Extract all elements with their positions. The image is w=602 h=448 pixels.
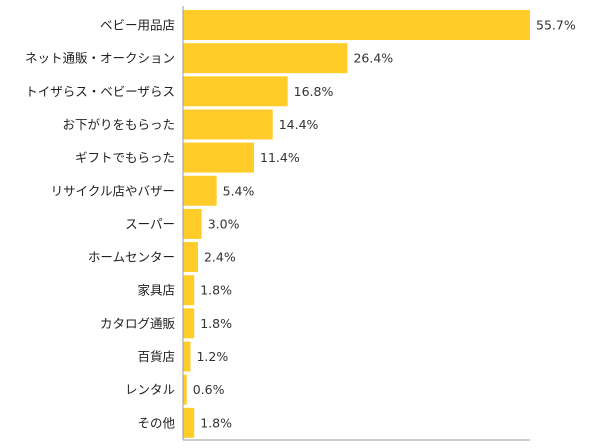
value-label-11: 0.6% — [193, 382, 225, 397]
category-label-12: その他 — [137, 415, 175, 430]
category-label-4: ギフトでもらった — [75, 150, 175, 165]
value-label-7: 2.4% — [204, 250, 236, 265]
category-label-3: お下がりをもらった — [62, 117, 175, 132]
bar-0 — [183, 10, 530, 40]
value-label-6: 3.0% — [208, 216, 240, 231]
bar-1 — [183, 43, 348, 74]
category-label-8: 家具店 — [137, 283, 175, 298]
value-label-3: 14.4% — [279, 117, 319, 132]
value-label-4: 11.4% — [260, 150, 300, 165]
bar-11 — [183, 374, 187, 405]
category-label-0: ベビー用品店 — [100, 18, 175, 33]
value-label-5: 5.4% — [223, 183, 255, 198]
bar-8 — [183, 275, 195, 306]
category-label-5: リサイクル店やバザー — [51, 183, 175, 198]
bar-12 — [183, 407, 195, 438]
bar-6 — [183, 208, 202, 239]
category-label-1: ネット通販・オークション — [25, 51, 175, 66]
value-label-2: 16.8% — [294, 84, 334, 99]
value-label-9: 1.8% — [200, 316, 232, 331]
value-label-10: 1.2% — [196, 349, 228, 364]
axis-layer — [182, 6, 530, 441]
bar-5 — [183, 175, 217, 206]
category-labels-layer: ベビー用品店ネット通販・オークショントイザらス・ベビーザらスお下がりをもらったギ… — [25, 18, 176, 431]
bar-2 — [183, 76, 288, 107]
bar-9 — [183, 308, 195, 339]
bar-3 — [183, 109, 273, 140]
value-label-0: 55.7% — [536, 18, 576, 33]
category-label-7: ホームセンター — [88, 250, 175, 265]
value-label-1: 26.4% — [353, 51, 393, 66]
category-label-9: カタログ通販 — [100, 316, 176, 331]
bar-10 — [183, 341, 191, 372]
value-labels-layer: 55.7% 26.4% 16.8% 14.4% 11.4% 5.4% 3.0% 2.4% 1.8… — [193, 18, 576, 431]
category-label-11: レンタル — [125, 382, 175, 397]
bars-layer — [183, 10, 530, 438]
value-label-8: 1.8% — [200, 283, 232, 298]
category-label-6: スーパー — [125, 216, 175, 231]
bar-4 — [183, 142, 255, 173]
value-label-12: 1.8% — [200, 415, 232, 430]
bar-7 — [183, 242, 198, 273]
category-label-2: トイザらス・ベビーザらス — [25, 84, 175, 99]
category-label-10: 百貨店 — [137, 349, 175, 364]
